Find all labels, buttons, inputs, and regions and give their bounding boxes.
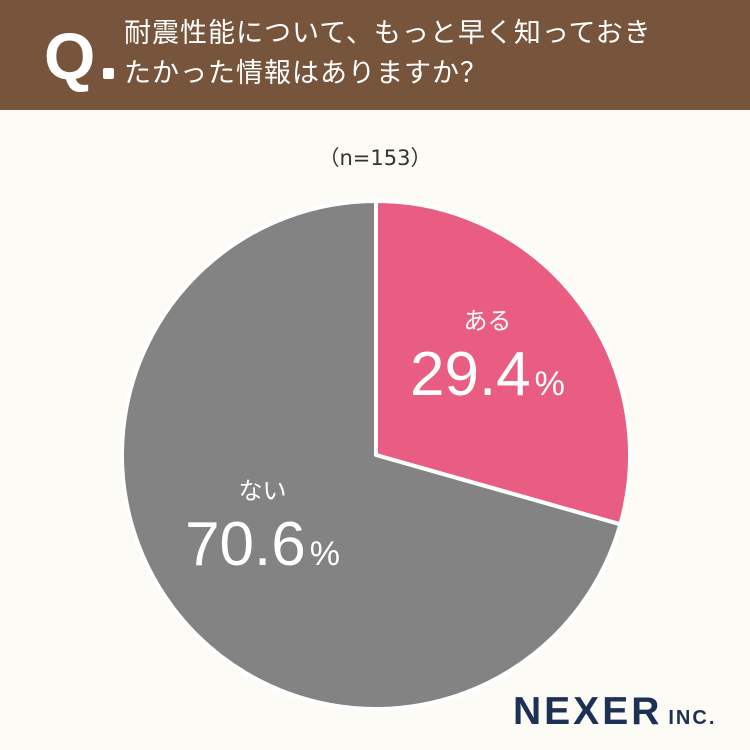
logo-sub-text: INC. [668,707,717,729]
question-mark-dot [103,68,114,79]
question-mark-label: Q [44,19,96,93]
question-text: 耐震性能について、もっと早く知っておき たかった情報はありますか？ [124,14,724,94]
slice-category-label: ない [239,477,287,505]
pie-slices [120,199,632,711]
question-line-2: たかった情報はありますか？ [124,58,488,89]
pie-labels: ある 29.4 % ない 70.6% [185,307,565,579]
pie-slice-2 [120,199,623,711]
logo-main-text: NEXER [513,690,663,733]
nexer-logo: NEXER INC. [513,690,716,734]
question-line-1: 耐震性能について、もっと早く知っておき [124,18,652,49]
sample-size-label: （n=153） [318,146,432,170]
slice-value-label: 29.4% [410,340,565,409]
slice-category-label: ある [463,307,511,335]
question-header: Q 耐震性能について、もっと早く知っておき たかった情報はありますか？ [0,0,750,110]
slice-value-label: 70.6% [185,510,340,579]
pie-slice-1 [374,199,632,527]
